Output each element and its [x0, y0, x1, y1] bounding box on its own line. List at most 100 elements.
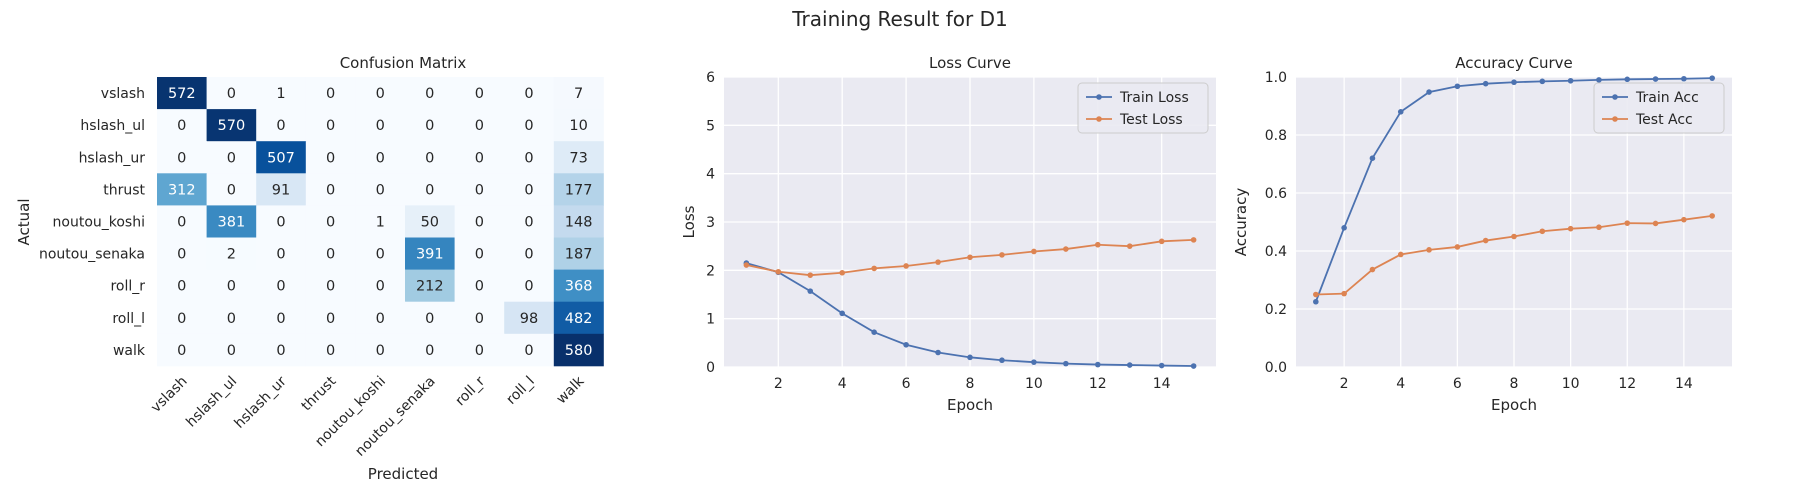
- heatmap-cell-value: 0: [376, 118, 385, 134]
- series-point: [871, 329, 877, 336]
- confusion-matrix-x-tick: roll_r: [452, 373, 488, 409]
- legend-entry: Test Loss: [1119, 112, 1183, 128]
- loss-curve-title: Loss Curve: [929, 54, 1011, 72]
- series-point: [807, 288, 814, 294]
- confusion-matrix-x-tick: thrust: [299, 373, 340, 414]
- heatmap-cell: [553, 237, 604, 270]
- heatmap-cell-value: 0: [376, 311, 385, 327]
- heatmap-cell-value: 0: [276, 247, 285, 263]
- heatmap-cell-value: 148: [565, 214, 593, 230]
- heatmap-cell: [405, 205, 455, 238]
- heatmap-cell: [504, 109, 555, 142]
- heatmap-cell: [305, 237, 356, 270]
- x-tick-label: 4: [1396, 376, 1405, 392]
- heatmap-cell: [504, 205, 555, 238]
- heatmap-cell-value: 0: [177, 150, 186, 166]
- heatmap-cell-value: 0: [425, 182, 434, 198]
- heatmap-cell-value: 7: [574, 86, 583, 102]
- x-tick-label: 8: [1510, 376, 1519, 392]
- heatmap-cell-value: 381: [218, 214, 246, 230]
- series-point: [1190, 363, 1197, 369]
- x-tick-label: 10: [1025, 376, 1043, 392]
- accuracy-curve-x-label: Epoch: [1491, 396, 1537, 414]
- heatmap-cell: [553, 173, 604, 206]
- heatmap-cell-value: 0: [326, 214, 335, 230]
- confusion-matrix-y-tick: noutou_senaka: [39, 247, 145, 263]
- legend-entry: Train Acc: [1635, 90, 1699, 106]
- heatmap-cell: [454, 173, 505, 206]
- heatmap-cell-value: 580: [565, 343, 593, 359]
- heatmap-cell-value: 0: [326, 86, 335, 102]
- heatmap-cell-value: 0: [326, 247, 335, 263]
- heatmap-cell: [454, 77, 505, 110]
- heatmap-cell: [157, 237, 207, 270]
- heatmap-cell-value: 0: [227, 311, 236, 327]
- heatmap-cell: [454, 205, 505, 238]
- series-point: [1596, 224, 1602, 231]
- heatmap-cell-value: 0: [227, 279, 236, 295]
- heatmap-cell: [305, 301, 356, 335]
- heatmap-cell-value: 368: [565, 279, 593, 295]
- series-point: [1709, 75, 1715, 81]
- legend-entry: Test Acc: [1635, 112, 1693, 128]
- heatmap-cell: [454, 333, 505, 367]
- x-tick-label: 14: [1675, 376, 1693, 392]
- accuracy-curve-plot: 2 4 6 8 10 12 14 0.0 0.2 0.4 0.6 0.8 1.0 Train Acc Tes…: [1265, 70, 1732, 392]
- series-point: [1397, 251, 1404, 258]
- x-tick-label: 6: [1453, 376, 1462, 392]
- confusion-matrix-x-tick: walk: [553, 373, 588, 408]
- y-tick-label: 5: [706, 118, 715, 134]
- heatmap-cell: [405, 109, 455, 142]
- series-point: [839, 269, 846, 276]
- heatmap-cell: [405, 301, 455, 335]
- confusion-matrix-y-tick: walk: [113, 343, 146, 359]
- series-point: [1681, 216, 1687, 223]
- heatmap-cell-value: 572: [168, 86, 196, 102]
- heatmap-cell: [256, 141, 307, 174]
- heatmap-cell: [305, 333, 356, 367]
- x-tick-label: 6: [902, 376, 911, 392]
- heatmap-cell: [157, 173, 207, 206]
- heatmap-cell: [405, 141, 455, 174]
- heatmap-cell-value: 0: [177, 247, 186, 263]
- heatmap-cell-value: 1: [276, 86, 285, 102]
- series-point: [839, 310, 846, 317]
- heatmap-cell-value: 0: [326, 118, 335, 134]
- heatmap-cell-value: 0: [376, 279, 385, 295]
- heatmap-cell: [355, 141, 406, 174]
- heatmap-cell: [405, 77, 455, 110]
- heatmap-cell: [504, 77, 555, 110]
- series-point: [1031, 359, 1037, 365]
- confusion-matrix-y-tick: hslash_ul: [80, 118, 145, 134]
- confusion-matrix-y-tick: roll_l: [112, 311, 145, 327]
- confusion-matrix-title: Confusion Matrix: [340, 54, 467, 72]
- x-tick-label: 10: [1562, 376, 1580, 392]
- heatmap-cell: [256, 333, 307, 367]
- heatmap-cell: [355, 205, 406, 238]
- heatmap-cell-value: 0: [475, 118, 484, 134]
- series-point: [1652, 76, 1659, 82]
- legend-marker: [1612, 116, 1618, 122]
- heatmap-cell: [206, 237, 257, 270]
- heatmap-cell-value: 0: [177, 214, 186, 230]
- heatmap-cell: [256, 269, 307, 303]
- y-tick-label: 2: [706, 263, 715, 279]
- figure-title: Training Result for D1: [791, 7, 1007, 31]
- y-tick-label: 6: [706, 70, 715, 86]
- series-point: [1158, 362, 1165, 369]
- heatmap-cell: [206, 205, 257, 238]
- series-point: [967, 354, 973, 361]
- legend: [1077, 82, 1209, 134]
- series-point: [999, 357, 1005, 364]
- heatmap-cell-value: 0: [177, 343, 186, 359]
- series-point: [1126, 362, 1133, 368]
- heatmap-cell-value: 0: [326, 182, 335, 198]
- heatmap-cell-value: 312: [168, 182, 196, 198]
- heatmap-cell: [206, 77, 257, 110]
- accuracy-curve-panel: Accuracy Curve Epoch Accuracy 2 4 6 8 10 12 14…: [1232, 54, 1732, 414]
- confusion-matrix-x-label: Predicted: [368, 465, 438, 483]
- heatmap-cell: [405, 173, 455, 206]
- x-tick-label: 12: [1089, 376, 1107, 392]
- series-point: [1341, 290, 1347, 297]
